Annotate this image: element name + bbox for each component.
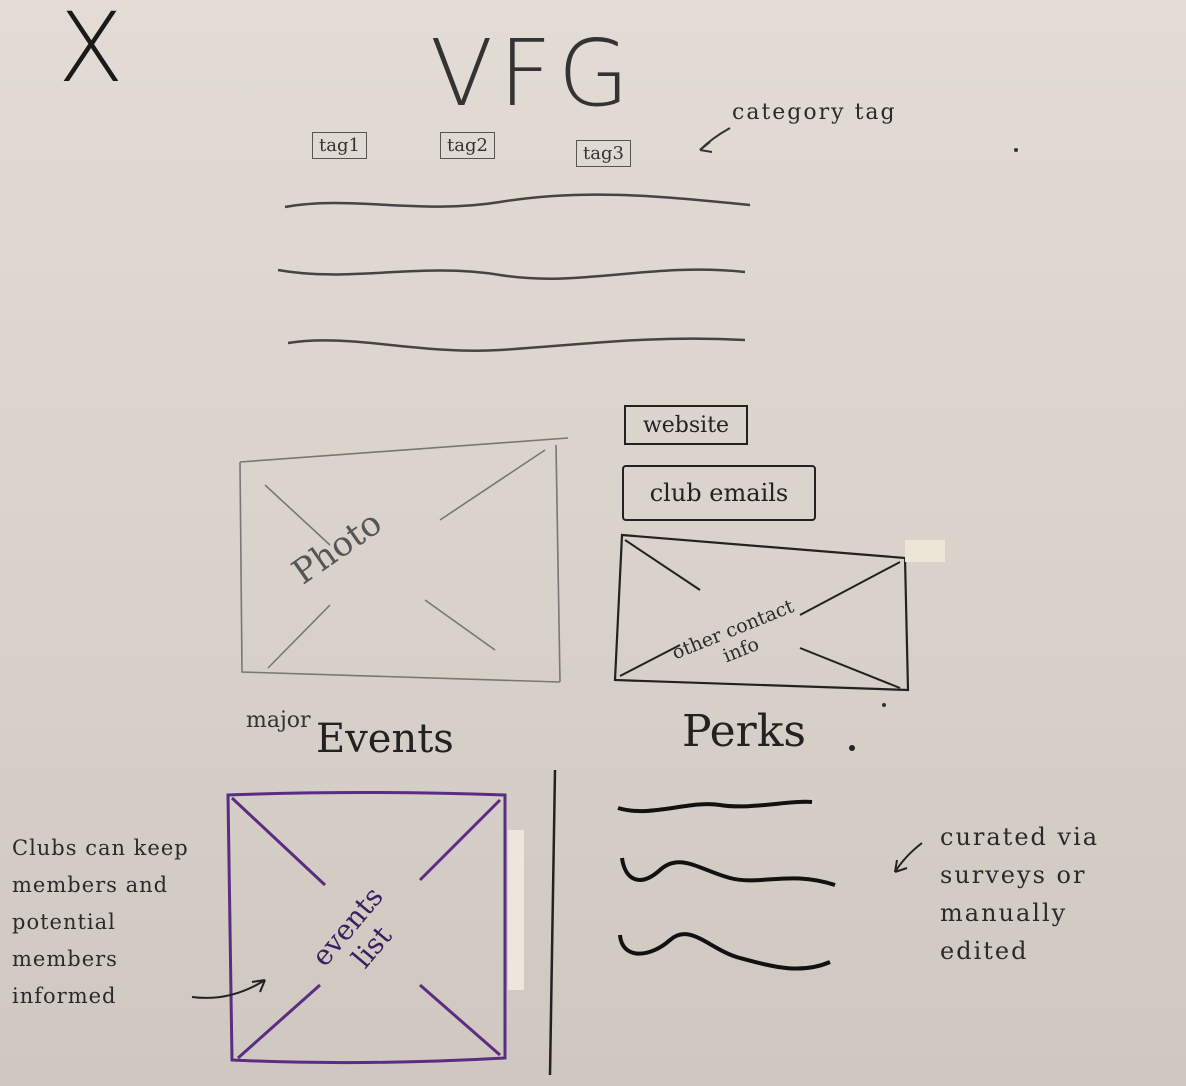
description-line bbox=[277, 268, 746, 280]
tag-2[interactable]: tag2 bbox=[440, 132, 495, 159]
perk-line bbox=[620, 857, 836, 887]
description-line bbox=[287, 337, 746, 352]
events-prefix: major bbox=[246, 708, 311, 733]
website-button[interactable]: website bbox=[624, 405, 748, 445]
clubs-annotation: Clubs can keep members and potential mem… bbox=[12, 836, 189, 1008]
vertical-divider bbox=[548, 769, 557, 1076]
photo-placeholder-icon bbox=[239, 437, 569, 683]
club-emails-button[interactable]: club emails bbox=[622, 465, 816, 521]
other-contact-box-icon bbox=[613, 533, 945, 692]
events-heading: Events bbox=[316, 716, 454, 762]
perk-line bbox=[618, 932, 831, 971]
category-tag-annotation: category tag bbox=[732, 100, 897, 125]
page-title: VFG bbox=[430, 20, 636, 127]
tag-3[interactable]: tag3 bbox=[576, 140, 631, 167]
tag-1[interactable]: tag1 bbox=[312, 132, 367, 159]
perks-heading: Perks bbox=[682, 706, 806, 757]
close-icon[interactable]: X bbox=[58, 0, 124, 104]
description-line bbox=[284, 193, 751, 209]
curated-annotation: curated via surveys or manually edited bbox=[940, 823, 1100, 965]
perk-line bbox=[617, 799, 813, 813]
events-list-box-icon bbox=[226, 791, 524, 1065]
